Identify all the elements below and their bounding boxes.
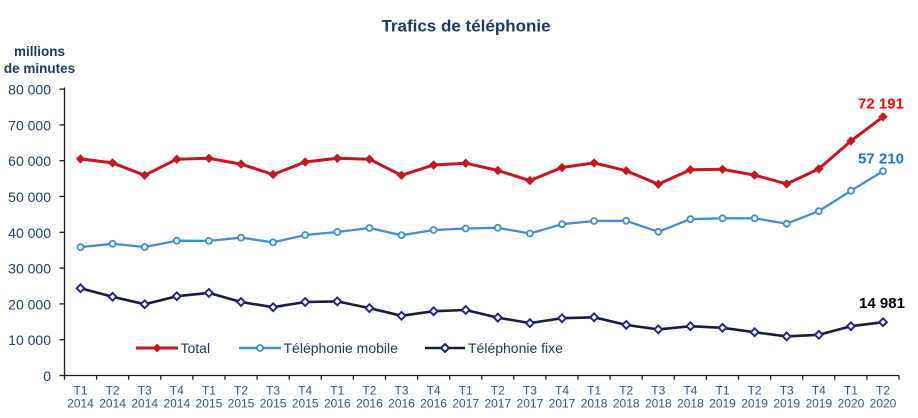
svg-text:Total: Total — [181, 340, 211, 356]
svg-text:T3: T3 — [780, 383, 794, 397]
svg-text:2018: 2018 — [581, 396, 608, 410]
svg-text:20 000: 20 000 — [8, 296, 51, 312]
svg-text:T3: T3 — [523, 383, 537, 397]
svg-text:T2: T2 — [748, 383, 762, 397]
svg-text:T1: T1 — [73, 383, 87, 397]
svg-text:T1: T1 — [202, 383, 216, 397]
svg-text:2017: 2017 — [549, 396, 576, 410]
svg-text:2019: 2019 — [741, 396, 768, 410]
svg-text:T2: T2 — [234, 383, 248, 397]
svg-text:Trafics de téléphonie: Trafics de téléphonie — [381, 17, 550, 36]
svg-text:50 000: 50 000 — [8, 189, 51, 205]
svg-text:2014: 2014 — [99, 396, 126, 410]
svg-text:T4: T4 — [427, 383, 441, 397]
svg-text:2018: 2018 — [645, 396, 672, 410]
svg-text:de minutes: de minutes — [4, 61, 75, 76]
svg-text:T3: T3 — [394, 383, 408, 397]
svg-text:2017: 2017 — [452, 396, 479, 410]
svg-text:T2: T2 — [876, 383, 890, 397]
svg-text:0: 0 — [43, 368, 51, 384]
svg-text:T3: T3 — [266, 383, 280, 397]
svg-text:Téléphonie mobile: Téléphonie mobile — [284, 340, 399, 356]
svg-text:2020: 2020 — [838, 396, 865, 410]
svg-text:2017: 2017 — [484, 396, 511, 410]
svg-text:60 000: 60 000 — [8, 153, 51, 169]
svg-text:2018: 2018 — [677, 396, 704, 410]
svg-text:2015: 2015 — [260, 396, 287, 410]
svg-text:14 981: 14 981 — [859, 295, 905, 312]
svg-text:T1: T1 — [587, 383, 601, 397]
svg-text:2017: 2017 — [517, 396, 544, 410]
svg-text:2020: 2020 — [870, 396, 897, 410]
svg-text:10 000: 10 000 — [8, 332, 51, 348]
svg-text:2014: 2014 — [67, 396, 94, 410]
svg-text:T2: T2 — [362, 383, 376, 397]
svg-text:2016: 2016 — [324, 396, 351, 410]
svg-text:2016: 2016 — [420, 396, 447, 410]
svg-text:2015: 2015 — [292, 396, 319, 410]
svg-text:T2: T2 — [619, 383, 633, 397]
svg-text:30 000: 30 000 — [8, 261, 51, 277]
svg-text:T2: T2 — [106, 383, 120, 397]
svg-text:2014: 2014 — [131, 396, 158, 410]
svg-text:72 191: 72 191 — [858, 96, 904, 113]
svg-text:Téléphonie fixe: Téléphonie fixe — [468, 340, 563, 356]
svg-text:millions: millions — [14, 44, 65, 59]
svg-text:T1: T1 — [844, 383, 858, 397]
svg-text:2015: 2015 — [196, 396, 223, 410]
svg-text:T2: T2 — [491, 383, 505, 397]
svg-text:2019: 2019 — [773, 396, 800, 410]
svg-text:T3: T3 — [651, 383, 665, 397]
svg-text:2018: 2018 — [613, 396, 640, 410]
svg-text:T4: T4 — [298, 383, 312, 397]
svg-text:2016: 2016 — [388, 396, 415, 410]
svg-text:70 000: 70 000 — [8, 117, 51, 133]
svg-text:2016: 2016 — [356, 396, 383, 410]
svg-text:2019: 2019 — [805, 396, 832, 410]
svg-text:T1: T1 — [330, 383, 344, 397]
svg-text:2015: 2015 — [228, 396, 255, 410]
svg-text:57 210: 57 210 — [858, 151, 904, 168]
svg-text:T4: T4 — [170, 383, 184, 397]
svg-text:T1: T1 — [715, 383, 729, 397]
svg-text:2014: 2014 — [163, 396, 190, 410]
svg-text:T3: T3 — [138, 383, 152, 397]
svg-text:T4: T4 — [555, 383, 569, 397]
svg-text:T4: T4 — [812, 383, 826, 397]
svg-text:2019: 2019 — [709, 396, 736, 410]
svg-text:T1: T1 — [459, 383, 473, 397]
svg-text:40 000: 40 000 — [8, 225, 51, 241]
svg-text:T4: T4 — [683, 383, 697, 397]
svg-text:80 000: 80 000 — [8, 82, 51, 98]
